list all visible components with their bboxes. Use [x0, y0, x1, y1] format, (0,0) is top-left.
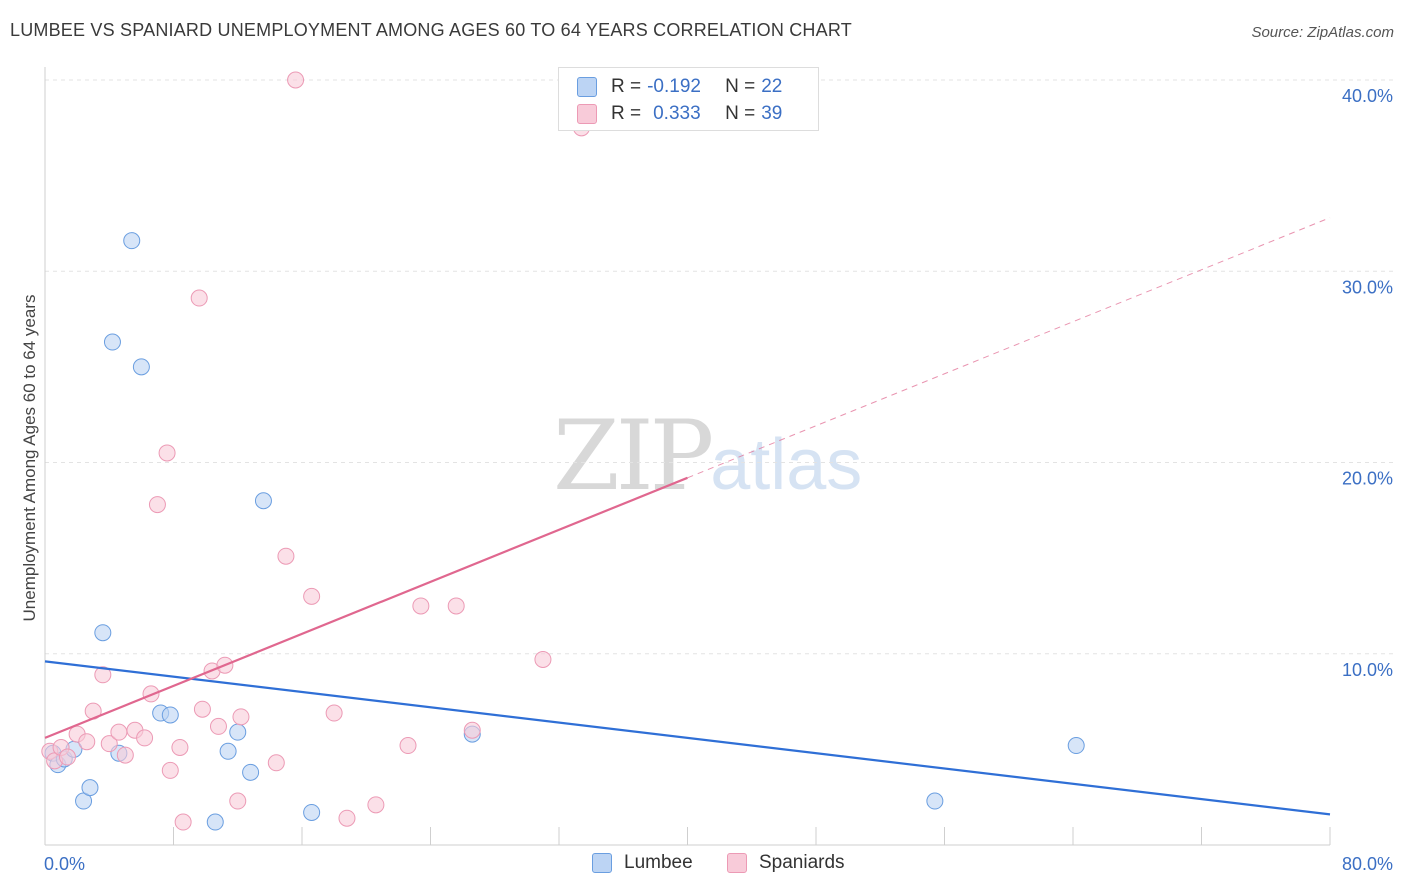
spaniards-point	[161, 761, 179, 779]
source-credit: Source: ZipAtlas.com	[1251, 24, 1394, 41]
series-legend: Lumbee Spaniards	[0, 852, 1406, 878]
legend-n-value: 22	[761, 76, 783, 97]
spaniards-point	[94, 666, 112, 684]
lumbee-point	[303, 803, 321, 821]
lumbee-point	[242, 763, 260, 781]
legend-r-value: -0.192	[647, 76, 701, 97]
spaniards-point	[267, 754, 285, 772]
lumbee-swatch	[592, 853, 612, 873]
spaniards-point	[534, 650, 552, 668]
lumbee-point	[132, 358, 150, 376]
lumbee-trendline	[44, 660, 1331, 816]
legend-row-lumbee: R = -0.192 N = 22	[577, 75, 782, 99]
spaniards-point	[110, 723, 128, 741]
legend-row-spaniards: R = 0.333 N = 39	[577, 102, 782, 126]
legend-item-label: Spaniards	[759, 852, 845, 873]
legend-item-lumbee[interactable]: Lumbee	[592, 852, 693, 874]
legend-r-label: R =	[611, 103, 642, 124]
watermark-zip: ZIP	[553, 400, 714, 512]
chart-title: LUMBEE VS SPANIARD UNEMPLOYMENT AMONG AG…	[10, 20, 852, 40]
lumbee-point	[94, 624, 112, 642]
spaniards-point	[78, 733, 96, 751]
y-tick-label: 30.0%	[1342, 277, 1393, 297]
spaniards-point	[287, 71, 305, 89]
x-tick-label: 0.0%	[44, 854, 85, 874]
spaniards-point	[158, 444, 176, 462]
correlation-legend: R = -0.192 N = 22 R = 0.333 N = 39	[558, 67, 819, 131]
spaniards-point	[116, 746, 134, 764]
spaniards-point	[229, 792, 247, 810]
lumbee-point	[206, 813, 224, 831]
legend-item-label: Lumbee	[624, 852, 693, 873]
legend-r-label: R =	[611, 76, 642, 97]
spaniards-point	[447, 597, 465, 615]
spaniards-point	[463, 721, 481, 739]
spaniards-point	[232, 708, 250, 726]
lumbee-point	[123, 232, 141, 250]
lumbee-point	[926, 792, 944, 810]
legend-r-value: 0.333	[653, 103, 701, 124]
x-tick-label: 80.0%	[1342, 854, 1393, 874]
watermark-atlas: atlas	[710, 425, 863, 505]
spaniards-point	[100, 735, 118, 753]
legend-item-spaniards[interactable]: Spaniards	[727, 852, 845, 874]
spaniards-point	[325, 704, 343, 722]
lumbee-point	[1067, 737, 1085, 755]
spaniards-point	[136, 729, 154, 747]
y-tick-label: 10.0%	[1342, 660, 1393, 680]
lumbee-point	[229, 723, 247, 741]
spaniards-trendline-extension	[687, 217, 1331, 479]
legend-n-label: N =	[725, 103, 756, 124]
spaniards-point	[193, 700, 211, 718]
spaniards-point	[412, 597, 430, 615]
lumbee-swatch	[577, 77, 597, 97]
spaniards-point	[277, 547, 295, 565]
spaniards-point	[190, 289, 208, 307]
spaniards-point	[338, 809, 356, 827]
y-tick-label: 40.0%	[1342, 86, 1393, 106]
spaniards-point	[367, 796, 385, 814]
legend-n-label: N =	[725, 76, 756, 97]
spaniards-swatch	[727, 853, 747, 873]
y-tick-label: 20.0%	[1342, 469, 1393, 489]
spaniards-swatch	[577, 104, 597, 124]
lumbee-point	[103, 333, 121, 351]
spaniards-trendline	[44, 476, 688, 739]
lumbee-point	[161, 706, 179, 724]
spaniards-point	[399, 737, 417, 755]
watermark: ZIPatlas	[553, 400, 862, 512]
spaniards-point	[171, 738, 189, 756]
spaniards-point	[209, 717, 227, 735]
spaniards-point	[58, 748, 76, 766]
lumbee-point	[254, 492, 272, 510]
legend-n-value: 39	[761, 103, 783, 124]
lumbee-point	[219, 742, 237, 760]
lumbee-point	[81, 779, 99, 797]
y-axis-label: Unemployment Among Ages 60 to 64 years	[20, 294, 39, 622]
spaniards-point	[303, 587, 321, 605]
spaniards-point	[148, 496, 166, 514]
spaniards-point	[174, 813, 192, 831]
